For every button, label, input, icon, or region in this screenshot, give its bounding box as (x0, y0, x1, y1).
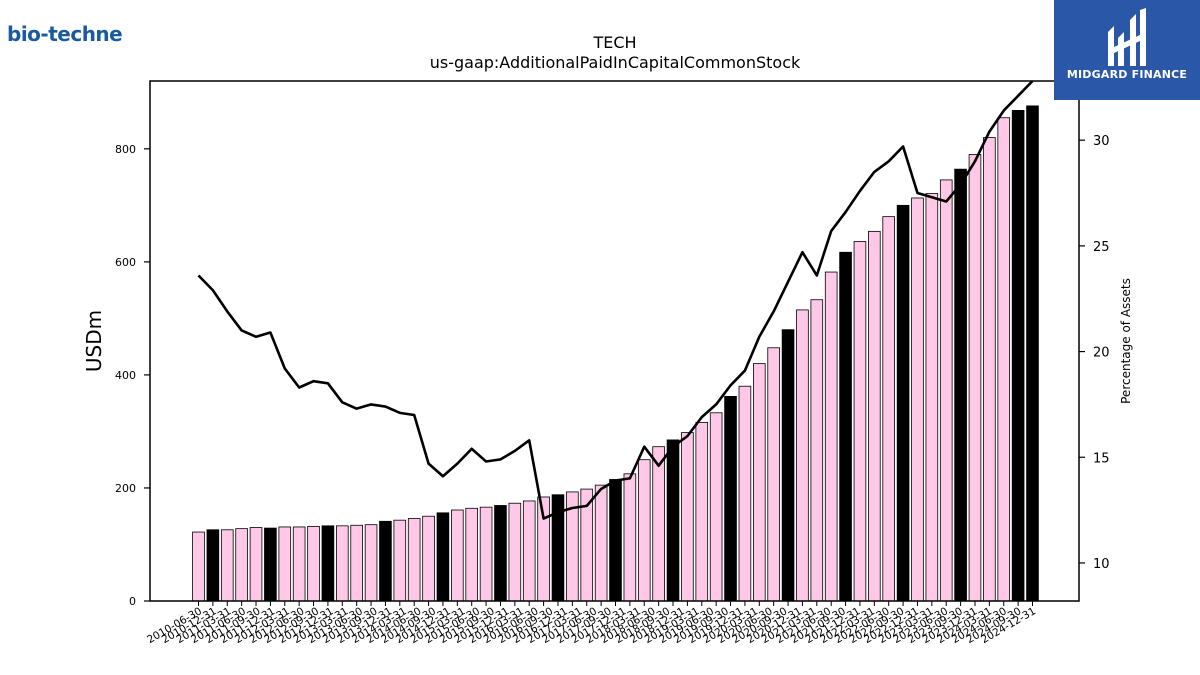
bar (393, 519, 407, 602)
bar (753, 363, 766, 602)
bar (1026, 105, 1039, 602)
bar (925, 193, 939, 602)
bar (350, 524, 363, 602)
y2-tick-label: 25 (1093, 240, 1110, 255)
bar (451, 509, 464, 602)
bar (983, 137, 996, 602)
bar (853, 241, 867, 602)
bar (824, 271, 838, 602)
y-tick-label: 800 (115, 143, 136, 156)
bar (623, 473, 637, 602)
bar (407, 518, 421, 602)
bar (235, 528, 248, 602)
chart-title: TECH (592, 33, 636, 52)
y2-tick-label: 15 (1093, 451, 1110, 466)
bar (666, 439, 680, 602)
bar (954, 168, 967, 602)
bar (968, 154, 982, 602)
bar (724, 395, 737, 602)
line-series (197, 80, 1034, 520)
bar (192, 531, 205, 602)
y-axis-label: USDm (82, 310, 106, 372)
y-tick-label: 400 (115, 369, 136, 382)
y-tick-label: 0 (129, 595, 136, 608)
series-line (197, 80, 1034, 520)
bar (220, 529, 234, 602)
y2-tick-label: 30 (1093, 134, 1110, 149)
bar (206, 529, 220, 602)
bar (767, 347, 780, 602)
bar (681, 432, 694, 602)
midgard-finance-logo: MIDGARD FINANCE (1054, 0, 1200, 100)
y2-axis: 10 15 20 25 30 (1079, 134, 1110, 572)
bar (896, 204, 910, 602)
bar (494, 505, 507, 602)
bar (292, 526, 306, 602)
bar (264, 527, 277, 602)
bar (307, 525, 320, 602)
bar (609, 479, 622, 602)
y2-tick-label: 20 (1093, 346, 1110, 361)
midgard-finance-name: MIDGARD FINANCE (1066, 68, 1188, 81)
y2-axis-label: Percentage of Assets (1119, 278, 1133, 404)
bar (321, 525, 335, 602)
bar (997, 117, 1011, 602)
chart-subtitle: us-gaap:AdditionalPaidInCapitalCommonSto… (430, 53, 801, 72)
bar (479, 506, 493, 602)
bar-series (192, 105, 1039, 602)
bar (436, 512, 450, 602)
bar (465, 507, 478, 602)
bar (796, 309, 809, 602)
bar (911, 197, 924, 602)
bar (249, 527, 263, 602)
bio-techne-logo: bio-techne (7, 22, 123, 46)
bar (882, 216, 895, 602)
bar (868, 230, 881, 602)
bar (695, 421, 709, 602)
bar (781, 329, 795, 602)
y-axis: 0 200 400 600 800 (115, 143, 150, 608)
midgard-mark-icon (1108, 8, 1146, 66)
bar (839, 251, 852, 602)
y-tick-label: 600 (115, 256, 136, 269)
bar (709, 412, 723, 602)
bar (637, 459, 651, 602)
bar (652, 446, 665, 602)
x-axis: 2010-06-302010-12-312011-03-312011-06-30… (145, 601, 1038, 646)
bar (594, 484, 608, 602)
bar (335, 525, 349, 602)
bar (522, 500, 536, 602)
y2-tick-label: 10 (1093, 557, 1110, 572)
bar (1011, 109, 1025, 602)
bar (422, 515, 435, 602)
bar (379, 520, 392, 602)
bar (508, 502, 522, 602)
bar (278, 526, 292, 602)
bar (810, 299, 824, 602)
bar (364, 524, 378, 602)
y-tick-label: 200 (115, 482, 136, 495)
bar (738, 385, 752, 602)
plot-frame (149, 80, 1080, 602)
bar (939, 179, 953, 602)
